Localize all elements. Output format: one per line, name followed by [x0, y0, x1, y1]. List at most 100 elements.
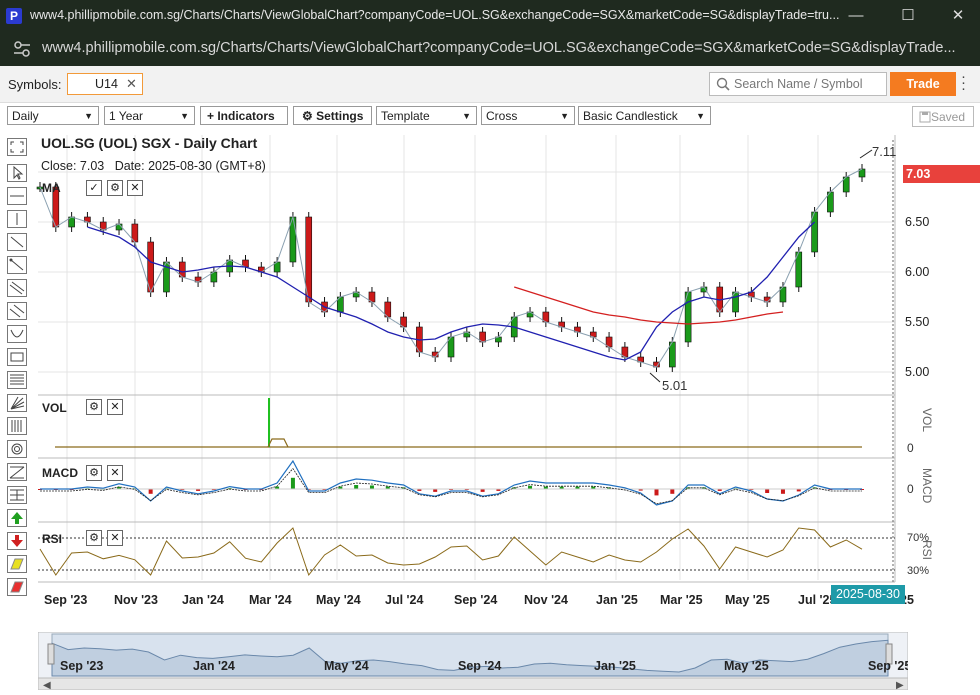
trend-line-icon[interactable] — [7, 233, 27, 251]
rsi-close-icon[interactable]: ✕ — [107, 530, 123, 546]
macd-histogram-bar — [496, 489, 501, 491]
channel-icon[interactable] — [7, 279, 27, 297]
arc-icon[interactable] — [7, 325, 27, 343]
macd-histogram-bar — [417, 489, 422, 491]
navigator-tick-label: Sep '24 — [458, 659, 501, 673]
site-settings-icon[interactable] — [12, 39, 32, 59]
vertical-line-icon[interactable] — [7, 210, 27, 228]
parallel-lines-icon[interactable] — [7, 302, 27, 320]
trade-button[interactable]: Trade — [890, 72, 956, 96]
close-window-button[interactable]: ✕ — [951, 7, 965, 24]
cycle-icon[interactable] — [7, 440, 27, 458]
symbol-tag[interactable]: U14 ✕ — [67, 73, 143, 95]
url-text[interactable]: www4.phillipmobile.com.sg/Charts/Charts/… — [42, 40, 956, 56]
ma-red-polyline — [514, 286, 784, 325]
close-line — [39, 168, 863, 368]
svg-text:▶: ▶ — [896, 680, 904, 690]
ma-toggle-icon[interactable]: ✓ — [86, 180, 102, 196]
low-annotation-leader — [649, 372, 661, 383]
rsi-settings-icon[interactable]: ⚙ — [86, 530, 102, 546]
svg-text:◀: ◀ — [43, 680, 51, 690]
rsi-series — [38, 527, 895, 577]
vol-close-icon[interactable]: ✕ — [107, 399, 123, 415]
macd-histogram-bar — [433, 489, 438, 492]
date-value: 2025-08-30 — [148, 159, 213, 173]
browser-title-bar: P www4.phillipmobile.com.sg/Charts/Chart… — [0, 0, 980, 32]
ray-line-icon[interactable] — [7, 256, 27, 274]
gann-grid-icon[interactable] — [7, 417, 27, 435]
crosshair-date-badge: 2025-08-30 — [831, 585, 905, 604]
navigator-right-handle[interactable] — [885, 643, 893, 665]
search-input[interactable]: Search Name / Symbol — [709, 72, 887, 96]
rsi-label: RSI — [42, 532, 63, 546]
horizontal-line-icon[interactable] — [7, 187, 27, 205]
fullscreen-icon[interactable] — [7, 138, 27, 156]
speed-lines-icon[interactable] — [7, 463, 27, 481]
time-tick-label: Nov '24 — [524, 593, 568, 607]
macd-axis-title: MACD — [920, 468, 934, 504]
navigator-scrollbar[interactable] — [38, 677, 908, 690]
fibonacci-icon[interactable] — [7, 371, 27, 389]
remove-symbol-icon[interactable]: ✕ — [126, 76, 137, 91]
indicators-button[interactable]: + Indicators — [200, 106, 288, 125]
settings-button[interactable]: ⚙ Settings — [293, 106, 372, 125]
search-placeholder: Search Name / Symbol — [734, 77, 863, 91]
price-tick-label: 5.00 — [905, 365, 929, 379]
interval-value: Daily — [12, 109, 39, 123]
more-options-icon[interactable]: · · · — [961, 68, 966, 97]
highlighter-icon[interactable] — [7, 555, 27, 573]
fan-icon[interactable] — [7, 394, 27, 412]
macd-histogram-bar — [528, 485, 533, 489]
macd-settings-icon[interactable]: ⚙ — [86, 465, 102, 481]
close-label: Close: — [41, 159, 77, 173]
macd-histogram-bar — [275, 486, 280, 489]
price-chart[interactable]: 6.50 6.00 5.50 5.00 Sep '23 Nov '23 Jan '24 Ma… — [0, 131, 980, 631]
vol-axis-title: VOL — [920, 408, 934, 433]
macd-histogram-bar — [196, 489, 201, 491]
macd-zero: 0 — [907, 482, 914, 496]
saved-label: Saved — [930, 110, 965, 124]
chevron-down-icon: ▼ — [462, 111, 471, 121]
time-tick-label: Jul '24 — [385, 593, 423, 607]
chart-type-select[interactable]: Basic Candlestick ▼ — [578, 106, 711, 125]
time-tick-label: May '25 — [725, 593, 770, 607]
drawing-tools — [7, 138, 33, 601]
interval-select[interactable]: Daily ▼ — [7, 106, 99, 125]
pointer-icon[interactable] — [7, 164, 27, 182]
chart-type-value: Basic Candlestick — [583, 109, 678, 123]
ma-blue-line — [87, 221, 816, 361]
maximize-button[interactable]: ☐ — [901, 7, 915, 24]
template-value: Template — [381, 109, 430, 123]
chevron-down-icon: ▼ — [180, 111, 189, 121]
time-tick-label: Jul '25 — [798, 593, 836, 607]
last-price-badge: 7.03 — [903, 165, 980, 183]
chevron-down-icon: ▼ — [696, 111, 705, 121]
macd-line — [40, 459, 862, 506]
saved-button[interactable]: Saved — [912, 106, 974, 127]
symbols-label: Symbols: — [8, 77, 62, 92]
rectangle-icon[interactable] — [7, 348, 27, 366]
time-axis: Sep '23 Nov '23 Jan '24 Mar '24 May '24 Jul '… — [44, 593, 914, 607]
macd-histogram-bar — [290, 477, 295, 489]
vol-settings-icon[interactable]: ⚙ — [86, 399, 102, 415]
template-select[interactable]: Template ▼ — [376, 106, 477, 125]
high-annotation: 7.11 — [872, 144, 897, 159]
time-tick-label: Sep '23 — [44, 593, 87, 607]
navigator-left-handle[interactable] — [47, 643, 55, 665]
cross-select[interactable]: Cross ▼ — [481, 106, 575, 125]
range-navigator[interactable]: ◀ ▶ Sep '23 Jan '24 May '24 Sep '24 Jan '25 M… — [38, 632, 908, 690]
time-tick-label: Jan '24 — [182, 593, 224, 607]
chart-toolbar: Daily ▼ 1 Year ▼ + Indicators ⚙ Settings T… — [0, 103, 980, 131]
pitchfork-icon[interactable] — [7, 486, 27, 504]
ma-settings-icon[interactable]: ⚙ — [107, 180, 123, 196]
range-select[interactable]: 1 Year ▼ — [104, 106, 195, 125]
macd-close-icon[interactable]: ✕ — [107, 465, 123, 481]
ma-close-icon[interactable]: ✕ — [127, 180, 143, 196]
price-axis: 6.50 6.00 5.50 5.00 — [905, 215, 929, 379]
eraser-icon[interactable] — [7, 578, 27, 596]
cross-value: Cross — [486, 109, 518, 123]
arrow-down-icon[interactable] — [7, 532, 27, 550]
minimize-button[interactable]: — — [848, 7, 864, 24]
arrow-up-icon[interactable] — [7, 509, 27, 527]
macd-label: MACD — [42, 466, 78, 480]
